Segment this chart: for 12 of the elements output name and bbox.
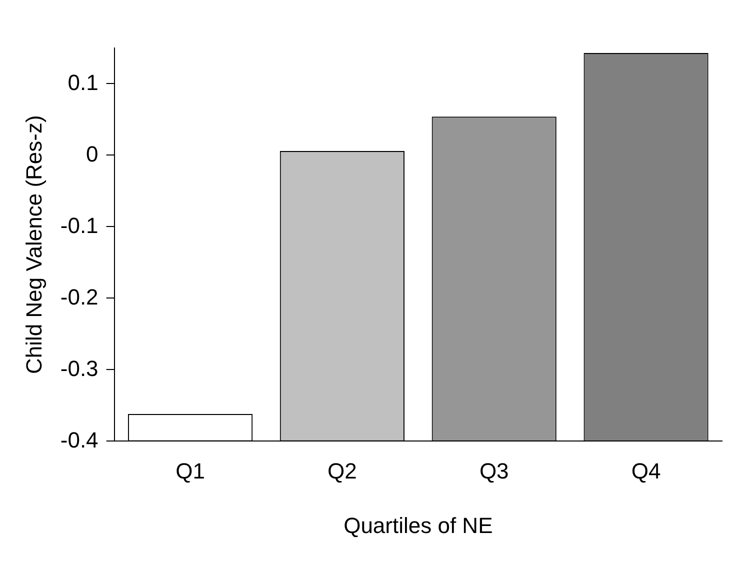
y-tick-label: -0.3 xyxy=(60,356,98,381)
y-axis-title: Child Neg Valence (Res-z) xyxy=(21,115,46,374)
x-tick-label: Q3 xyxy=(479,458,509,484)
y-tick-label: -0.1 xyxy=(60,212,98,238)
y-tick-label: 0.1 xyxy=(68,70,98,95)
x-tick-label: Q1 xyxy=(176,458,205,484)
y-tick-label: -0.4 xyxy=(60,427,98,452)
x-tick-label: Q4 xyxy=(631,458,661,484)
y-tick-label: 0 xyxy=(86,141,98,166)
x-axis-title: Quartiles of NE xyxy=(344,512,493,538)
y-tick-label: -0.2 xyxy=(60,284,98,310)
x-tick-label: Q2 xyxy=(328,458,357,484)
